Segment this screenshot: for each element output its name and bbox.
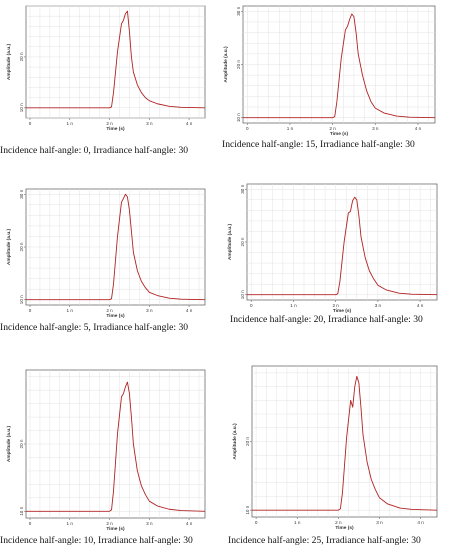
x-tick-label: 0 xyxy=(29,121,32,126)
y-axis-label: Amplitude (a.u.) xyxy=(6,425,12,462)
y-tick-label: 20 n xyxy=(240,237,245,246)
x-tick-label: 3 n xyxy=(146,308,153,313)
chart-panel-1: 0 1 n 2 n 3 n 4 n 10 n 20 n 30 n Time (s) Amplitu… xyxy=(222,0,451,183)
y-tick-label: 10 n xyxy=(240,290,245,299)
x-tick-label: 4 n xyxy=(417,520,424,525)
chart-panel-2: 0 1 n 2 n 3 n 4 n 10 n 20 n 30 n Time (s) Amplitu… xyxy=(0,183,225,366)
chart-caption-4: Incidence half-angle: 10, Irradiance hal… xyxy=(0,535,193,546)
x-tick-label: 2 n xyxy=(106,308,113,313)
y-axis-label: Amplitude (a.u.) xyxy=(6,43,12,80)
x-tick-label: 4 n xyxy=(417,303,424,308)
x-tick-label: 1 n xyxy=(67,121,74,126)
y-axis-label: Amplitude (a.u.) xyxy=(227,223,233,260)
chart-svg-5: 0 1 n 2 n 3 n 4 n 10 n 20 n Time (s) Amplitude (… xyxy=(232,365,438,531)
series-line xyxy=(26,381,206,512)
chart-caption-3: Incidence half-angle: 20, Irradiance hal… xyxy=(230,314,423,325)
x-tick-label: 2 n xyxy=(332,303,339,308)
plot-frame xyxy=(25,5,206,119)
x-axis-label: Time (s) xyxy=(106,526,125,532)
x-tick-label: 4 n xyxy=(186,308,193,313)
x-tick-label: 2 n xyxy=(106,121,113,126)
y-tick-label: 30 n xyxy=(240,184,245,193)
x-axis-label: Time (s) xyxy=(335,525,354,531)
x-tick-label: 1 n xyxy=(287,126,294,131)
chart-svg-4: 0 1 n 2 n 3 n 4 n 10 n 20 n Time (s) Amplitude (… xyxy=(6,369,206,532)
x-tick-label: 0 xyxy=(246,126,249,131)
x-tick-label: 1 n xyxy=(67,308,74,313)
series-line xyxy=(26,10,206,109)
y-tick-label: 20 n xyxy=(19,439,24,448)
y-tick-label: 10 n xyxy=(245,505,250,514)
x-tick-label: 1 n xyxy=(294,520,301,525)
y-axis-label: Amplitude (a.u.) xyxy=(232,423,238,460)
chart-svg-1: 0 1 n 2 n 3 n 4 n 10 n 20 n 30 n Time (s) Amplitu… xyxy=(223,5,436,137)
y-tick-label: 30 n xyxy=(19,189,24,198)
chart-caption-0: Incidence half-angle: 0, Irradiance half… xyxy=(0,145,189,156)
x-tick-label: 3 n xyxy=(146,121,153,126)
x-tick-label: 4 n xyxy=(415,126,422,131)
x-tick-label: 0 xyxy=(29,308,32,313)
x-tick-label: 4 n xyxy=(186,521,193,526)
x-tick-label: 1 n xyxy=(67,521,74,526)
series-line xyxy=(247,196,438,296)
chart-svg-3: 0 1 n 2 n 3 n 4 n 10 n 20 n 30 n Time (s) Amplitu… xyxy=(227,183,438,314)
x-tick-label: 0 xyxy=(250,303,253,308)
y-tick-label: 10 n xyxy=(236,113,241,122)
series-line xyxy=(252,375,438,511)
grid xyxy=(243,6,435,123)
x-axis-label: Time (s) xyxy=(106,126,125,132)
x-tick-label: 3 n xyxy=(146,521,153,526)
grid xyxy=(26,5,205,119)
x-tick-label: 3 n xyxy=(372,126,379,131)
y-tick-label: 30 n xyxy=(236,6,241,15)
y-tick-label: 20 n xyxy=(245,437,250,446)
y-axis-label: Amplitude (a.u.) xyxy=(223,46,229,83)
chart-svg-2: 0 1 n 2 n 3 n 4 n 10 n 20 n 30 n Time (s) Amplitu… xyxy=(6,188,206,319)
y-tick-label: 20 n xyxy=(19,52,24,61)
chart-caption-5: Incidence half-angle: 25, Irradiance hal… xyxy=(228,535,421,546)
y-tick-label: 10 n xyxy=(19,103,24,112)
x-tick-label: 0 xyxy=(255,520,258,525)
x-axis-label: Time (s) xyxy=(106,313,125,319)
x-axis-label: Time (s) xyxy=(330,131,349,137)
chart-caption-1: Incidence half-angle: 15, Irradiance hal… xyxy=(222,139,415,150)
x-tick-label: 3 n xyxy=(376,520,383,525)
y-tick-label: 10 n xyxy=(19,506,24,515)
x-tick-label: 1 n xyxy=(290,303,297,308)
chart-panel-5: 0 1 n 2 n 3 n 4 n 10 n 20 n Time (s) Amplitude (… xyxy=(226,365,451,550)
chart-caption-2: Incidence half-angle: 5, Irradiance half… xyxy=(0,322,189,333)
x-tick-label: 4 n xyxy=(186,121,193,126)
x-tick-label: 2 n xyxy=(335,520,342,525)
y-tick-label: 10 n xyxy=(19,295,24,304)
x-tick-label: 0 xyxy=(29,521,32,526)
chart-panel-3: 0 1 n 2 n 3 n 4 n 10 n 20 n 30 n Time (s) Amplitu… xyxy=(226,183,451,366)
x-tick-label: 2 n xyxy=(106,521,113,526)
grid xyxy=(26,370,205,518)
chart-panel-0: 0 1 n 2 n 3 n 4 n 10 n 20 n Time (s) Amplitude (… xyxy=(0,0,225,183)
y-tick-label: 20 n xyxy=(236,60,241,69)
x-tick-label: 3 n xyxy=(375,303,382,308)
y-tick-label: 20 n xyxy=(19,242,24,251)
series-line xyxy=(26,193,206,301)
x-tick-label: 2 n xyxy=(329,126,336,131)
series-line xyxy=(243,13,436,119)
y-axis-label: Amplitude (a.u.) xyxy=(6,228,12,265)
x-axis-label: Time (s) xyxy=(333,308,352,314)
chart-svg-0: 0 1 n 2 n 3 n 4 n 10 n 20 n Time (s) Amplitude (… xyxy=(6,5,206,132)
chart-panel-4: 0 1 n 2 n 3 n 4 n 10 n 20 n Time (s) Amplitude (… xyxy=(0,366,225,550)
